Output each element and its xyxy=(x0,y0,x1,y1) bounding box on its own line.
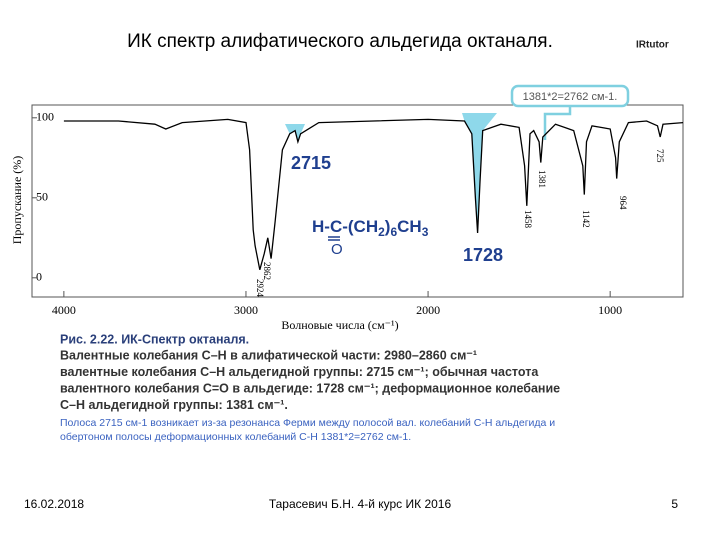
callout-label: 2715 xyxy=(291,153,331,173)
formula: H-C-(CH2)6CH3 xyxy=(312,217,429,239)
formula-part: ) xyxy=(385,217,391,236)
caption-line: валентные колебания C–H альдегидной груп… xyxy=(60,365,539,379)
x-tick-label: 2000 xyxy=(416,303,440,317)
x-axis-label: Волновые числа (см⁻¹) xyxy=(281,318,398,332)
peak-label: 1142 xyxy=(581,210,591,228)
formula-oxygen: O xyxy=(331,241,343,258)
y-axis-label: Пропускание (%) xyxy=(10,156,24,245)
peak-label: 2924 xyxy=(255,279,265,298)
note-line: обертоном полосы деформационных колебани… xyxy=(60,431,411,443)
x-tick-label: 1000 xyxy=(598,303,622,317)
formula-part: 2 xyxy=(378,225,385,239)
logo: IRtutor xyxy=(636,40,669,51)
band-highlight xyxy=(462,113,497,233)
caption-text: Валентные колебания C–H в алифатической … xyxy=(60,348,560,412)
peak-label: 1381 xyxy=(537,170,547,188)
footer-date: 16.02.2018 xyxy=(24,497,84,511)
peak-label: 964 xyxy=(618,196,628,210)
caption-note: Полоса 2715 см-1 возникает из-за резонан… xyxy=(60,417,555,443)
note-line: Полоса 2715 см-1 возникает из-за резонан… xyxy=(60,417,555,429)
x-tick-label: 3000 xyxy=(234,303,258,317)
formula-part: H-C-(CH xyxy=(312,217,378,236)
note-connector xyxy=(543,106,572,140)
footer-page: 5 xyxy=(671,497,678,511)
highlight-layer xyxy=(285,113,497,233)
formula-part: CH xyxy=(397,217,422,236)
y-tick-label: 100 xyxy=(36,110,54,124)
footer-author: Тарасевич Б.Н. 4-й курс ИК 2016 xyxy=(269,497,452,511)
caption-line: C–H альдегидной группы: 1381 см⁻¹. xyxy=(60,398,288,412)
callout-label: 1728 xyxy=(463,245,503,265)
spectrum-line xyxy=(63,118,684,270)
y-tick-label: 50 xyxy=(36,190,48,204)
caption-line: валентного колебания C=O в альдегиде: 17… xyxy=(60,381,560,395)
x-tick-label: 4000 xyxy=(52,303,76,317)
peak-label: 2862 xyxy=(262,262,272,280)
peak-label: 1458 xyxy=(523,210,533,229)
band-highlight xyxy=(285,124,305,142)
y-tick-label: 0 xyxy=(36,270,42,284)
plot-frame xyxy=(31,104,684,298)
caption-line: Валентные колебания C–H в алифатической … xyxy=(60,348,477,362)
peak-label: 725 xyxy=(655,149,665,163)
slide-title: ИК спектр алифатического альдегида октан… xyxy=(127,31,553,52)
figure-caption: Рис. 2.22. ИК-Спектр октаналя. xyxy=(60,332,249,346)
note-text: 1381*2=2762 см-1. xyxy=(523,91,618,103)
formula-part: 6 xyxy=(390,225,397,239)
formula-part: 3 xyxy=(422,225,429,239)
